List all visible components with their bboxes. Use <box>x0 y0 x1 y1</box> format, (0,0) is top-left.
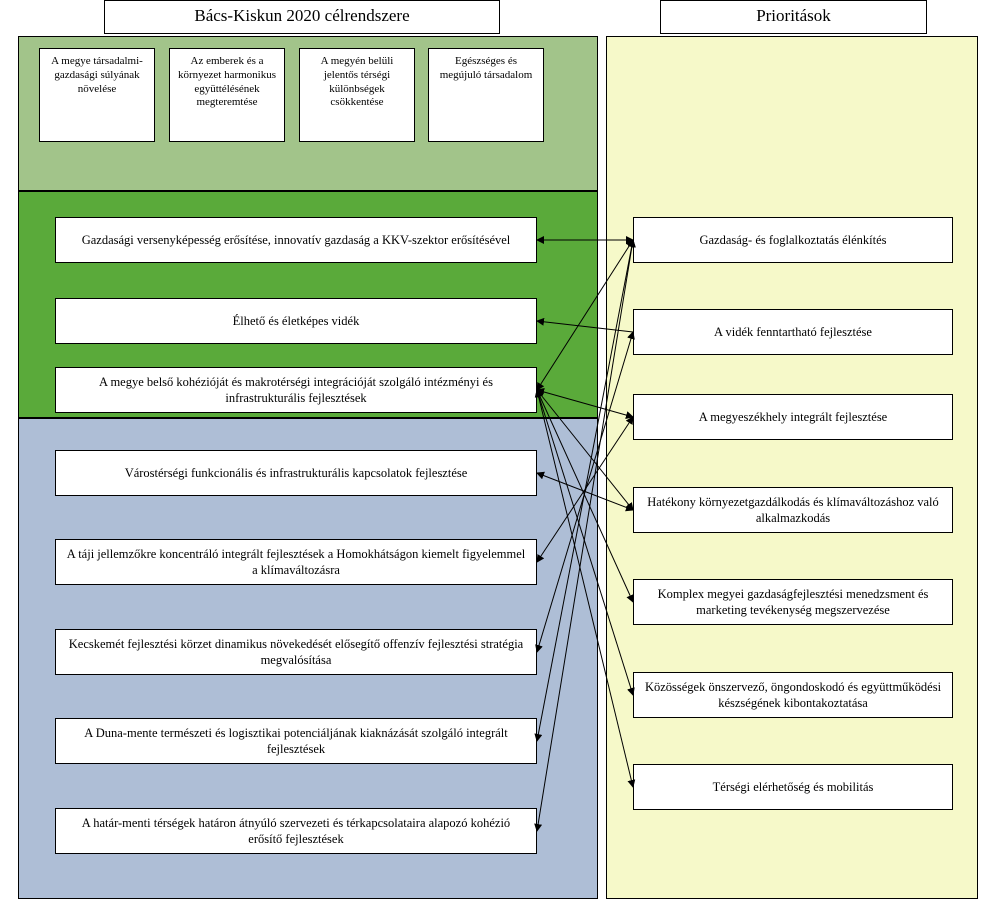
header-right-label: Prioritások <box>756 6 831 25</box>
priority-p6-label: Közösségek önszervező, öngondoskodó és e… <box>642 679 944 712</box>
goal-b3: Kecskemét fejlesztési körzet dinamikus n… <box>55 629 537 675</box>
goal-g3-label: A megye belső kohézióját és makrotérségi… <box>64 374 528 407</box>
goal-g1-label: Gazdasági versenyképesség erősítése, inn… <box>82 232 511 248</box>
goal-b2-label: A táji jellemzőkre koncentráló integrált… <box>64 546 528 579</box>
priority-p3-label: A megyeszékhely integrált fejlesztése <box>699 409 887 425</box>
goal-b4-label: A Duna-mente természeti és logisztikai p… <box>64 725 528 758</box>
priority-p2: A vidék fenntartható fejlesztése <box>633 309 953 355</box>
priority-p3: A megyeszékhely integrált fejlesztése <box>633 394 953 440</box>
goal-b3-label: Kecskemét fejlesztési körzet dinamikus n… <box>64 636 528 669</box>
priority-p1: Gazdaság- és foglalkoztatás élénkítés <box>633 217 953 263</box>
goal-g3: A megye belső kohézióját és makrotérségi… <box>55 367 537 413</box>
header-left-label: Bács-Kiskun 2020 célrendszere <box>194 6 409 25</box>
priority-p5-label: Komplex megyei gazdaságfejlesztési mened… <box>642 586 944 619</box>
topbox-1: A megye társadalmi-gazdasági súlyának nö… <box>39 48 155 142</box>
goal-b1-label: Várostérségi funkcionális és infrastrukt… <box>125 465 468 481</box>
topbox-4-label: Egészséges és megújuló társadalom <box>440 55 533 81</box>
goal-b4: A Duna-mente természeti és logisztikai p… <box>55 718 537 764</box>
goal-b5: A határ-menti térségek határon átnyúló s… <box>55 808 537 854</box>
goal-g1: Gazdasági versenyképesség erősítése, inn… <box>55 217 537 263</box>
priority-p4-label: Hatékony környezetgazdálkodás és klímavá… <box>642 494 944 527</box>
topbox-3-label: A megyén belüli jelentős térségi különbs… <box>321 55 394 108</box>
topbox-1-label: A megye társadalmi-gazdasági súlyának nö… <box>51 55 143 95</box>
diagram-root: Bács-Kiskun 2020 célrendszere Prioritáso… <box>0 0 982 907</box>
priority-p7-label: Térségi elérhetőség és mobilitás <box>713 779 874 795</box>
goal-b2: A táji jellemzőkre koncentráló integrált… <box>55 539 537 585</box>
priority-p1-label: Gazdaság- és foglalkoztatás élénkítés <box>699 232 886 248</box>
topbox-4: Egészséges és megújuló társadalom <box>428 48 544 142</box>
goal-b1: Várostérségi funkcionális és infrastrukt… <box>55 450 537 496</box>
goal-g2: Élhető és életképes vidék <box>55 298 537 344</box>
topbox-2: Az emberek és a környezet harmonikus egy… <box>169 48 285 142</box>
priority-p5: Komplex megyei gazdaságfejlesztési mened… <box>633 579 953 625</box>
priority-p7: Térségi elérhetőség és mobilitás <box>633 764 953 810</box>
topbox-2-label: Az emberek és a környezet harmonikus egy… <box>178 55 276 108</box>
priority-p6: Közösségek önszervező, öngondoskodó és e… <box>633 672 953 718</box>
priority-p2-label: A vidék fenntartható fejlesztése <box>714 324 872 340</box>
priority-p4: Hatékony környezetgazdálkodás és klímavá… <box>633 487 953 533</box>
header-left: Bács-Kiskun 2020 célrendszere <box>104 0 500 34</box>
header-right: Prioritások <box>660 0 927 34</box>
goal-b5-label: A határ-menti térségek határon átnyúló s… <box>64 815 528 848</box>
goal-g2-label: Élhető és életképes vidék <box>233 313 360 329</box>
topbox-3: A megyén belüli jelentős térségi különbs… <box>299 48 415 142</box>
